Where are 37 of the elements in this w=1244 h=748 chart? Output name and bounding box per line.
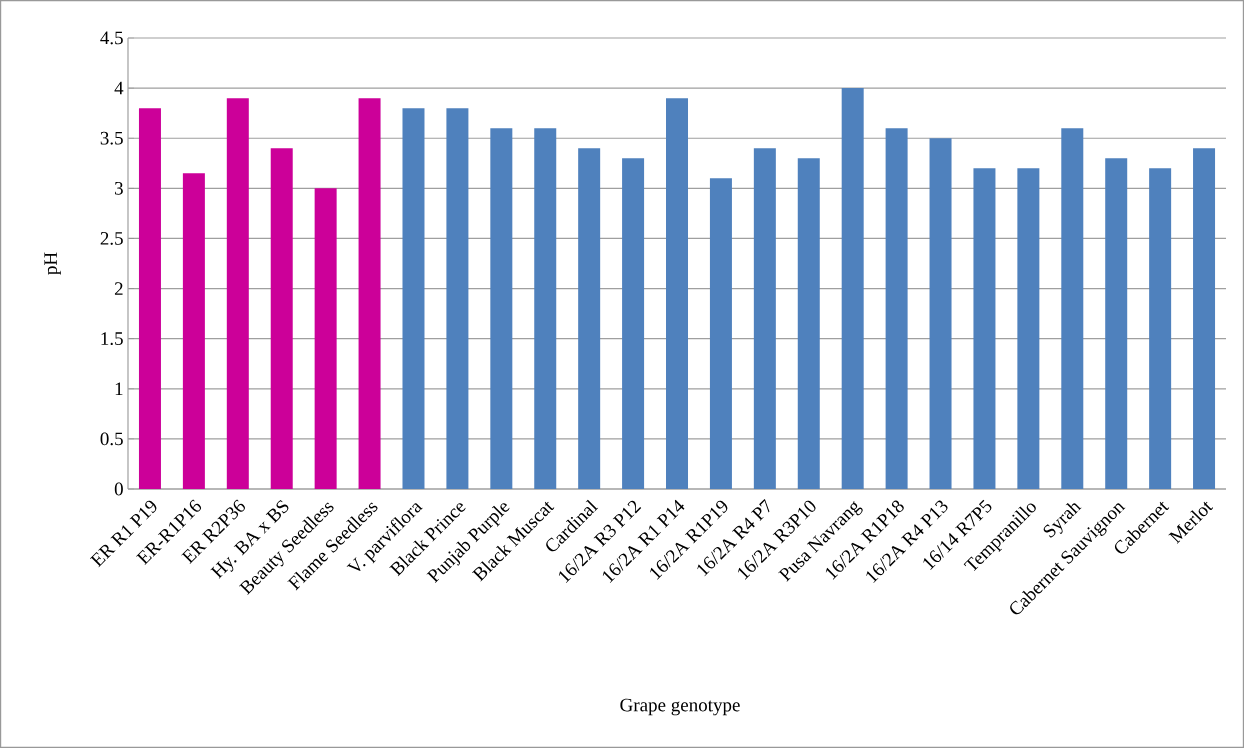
bar xyxy=(929,138,952,489)
bar xyxy=(1105,158,1128,489)
y-tick-label: 1 xyxy=(115,382,123,396)
bar xyxy=(226,98,249,489)
y-tick-label: 3 xyxy=(115,181,123,195)
bar xyxy=(446,108,469,489)
y-tick-label: 4.5 xyxy=(100,31,123,45)
bar xyxy=(314,188,337,489)
y-axis-title: pH xyxy=(44,252,61,275)
y-tick-label: 1.5 xyxy=(101,332,123,346)
bar xyxy=(973,168,996,489)
bar xyxy=(182,173,205,489)
bar xyxy=(578,148,601,489)
x-axis-title: Grape genotype xyxy=(620,698,740,716)
bar xyxy=(358,98,381,489)
bar xyxy=(666,98,689,489)
bar xyxy=(490,128,513,489)
bar xyxy=(534,128,557,489)
bar xyxy=(885,128,908,489)
bar xyxy=(1149,168,1172,489)
bar xyxy=(709,178,732,489)
y-tick-label: 2 xyxy=(114,282,123,295)
bar xyxy=(1061,128,1084,489)
bar xyxy=(841,88,864,489)
bar xyxy=(138,108,161,489)
bar xyxy=(1017,168,1040,489)
bar xyxy=(622,158,645,489)
bar xyxy=(753,148,776,489)
bar xyxy=(270,148,293,489)
bar xyxy=(797,158,820,489)
y-tick-label: 2.5 xyxy=(100,232,123,245)
bar xyxy=(402,108,425,489)
y-tick-label: 4 xyxy=(114,81,124,95)
bar xyxy=(1193,148,1216,489)
y-tick-label: 3.5 xyxy=(100,131,123,145)
y-tick-label: 0.5 xyxy=(100,432,123,446)
y-tick-label: 0 xyxy=(114,482,123,496)
